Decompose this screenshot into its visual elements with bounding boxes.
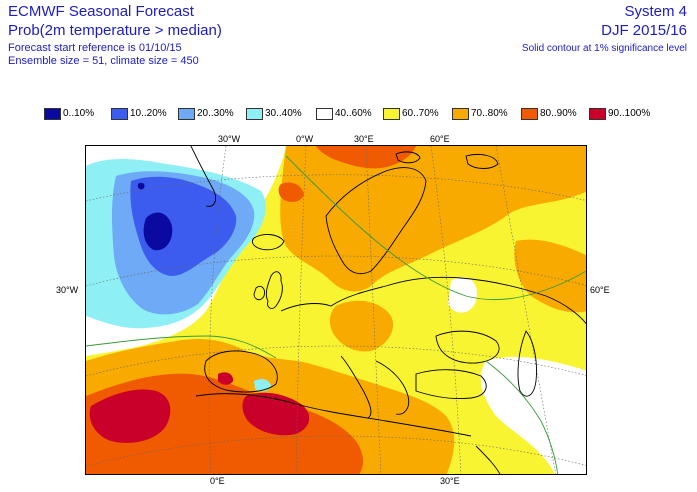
zone-10-20-east (194, 200, 226, 229)
legend-label: 70..80% (471, 108, 508, 119)
probability-map (85, 145, 587, 475)
tick-right-60e: 60°E (590, 285, 610, 295)
coastlines (190, 146, 586, 474)
legend-label: 0..10% (63, 108, 95, 119)
zone-70-80-central (329, 300, 394, 352)
ensemble-size-text: Ensemble size = 51, climate size = 450 (8, 55, 199, 67)
tick-bottom-30e: 30°E (440, 476, 460, 486)
significance-note: Solid contour at 1% significance level (521, 43, 687, 54)
zone-90-100-small (218, 372, 234, 385)
tick-top-30e: 30°E (354, 134, 374, 144)
zone-0-10-small (137, 182, 145, 190)
map-title: ECMWF Seasonal Forecast (8, 3, 194, 20)
legend-swatch (383, 108, 400, 120)
legend-swatch (316, 108, 333, 120)
legend-label: 30..40% (265, 108, 302, 119)
zone-0-10 (143, 212, 173, 251)
tick-top-60e: 60°E (430, 134, 450, 144)
tick-top-30w: 30°W (218, 134, 241, 144)
tick-top-0w: 0°W (296, 134, 314, 144)
zone-80-90-north (316, 146, 416, 169)
legend-label: 40..60% (335, 108, 372, 119)
system-label: System 4 (624, 3, 687, 20)
zone-40-60-east (480, 356, 586, 474)
legend-swatch (178, 108, 195, 120)
graticule (86, 146, 586, 474)
legend-label: 80..90% (540, 108, 577, 119)
legend-label: 20..30% (197, 108, 234, 119)
legend-label: 10..20% (130, 108, 167, 119)
legend-label: 60..70% (402, 108, 439, 119)
legend-swatch (111, 108, 128, 120)
legend-label: 90..100% (608, 108, 651, 119)
legend-swatch (589, 108, 606, 120)
period-label: DJF 2015/16 (601, 22, 687, 39)
map-subtitle: Prob(2m temperature > median) (8, 22, 222, 39)
tick-bottom-0e: 0°E (210, 476, 225, 486)
map-canvas (86, 146, 586, 474)
tick-left-30w: 30°W (56, 285, 79, 295)
legend-swatch (452, 108, 469, 120)
forecast-start-text: Forecast start reference is 01/10/15 (8, 42, 182, 54)
zone-70-80-north (280, 146, 586, 292)
zone-30-40-med (254, 379, 271, 392)
legend-swatch (521, 108, 538, 120)
legend-swatch (44, 108, 61, 120)
significance-contour (86, 155, 586, 474)
zone-80-90-nw (278, 182, 304, 202)
legend-swatch (246, 108, 263, 120)
zone-90-100-west (89, 389, 171, 443)
